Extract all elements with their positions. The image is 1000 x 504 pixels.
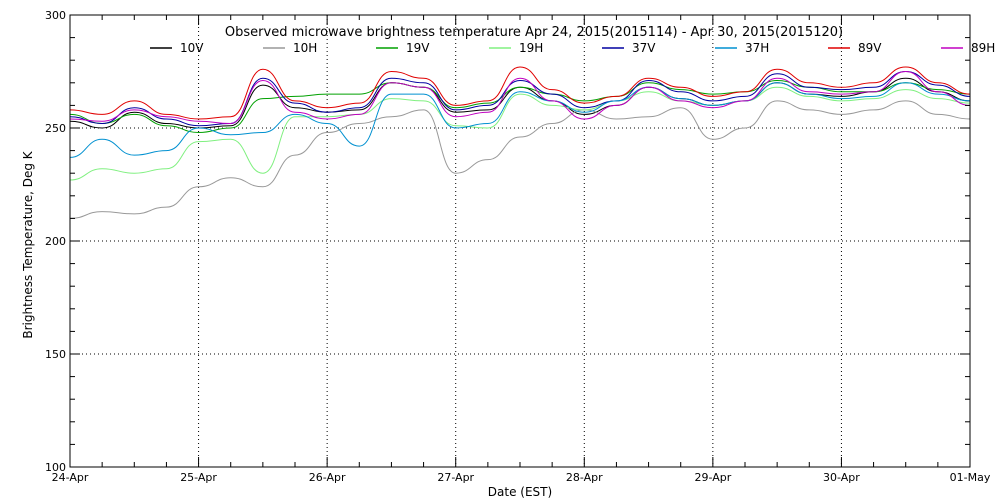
y-tick-label: 300 bbox=[45, 9, 66, 22]
legend-label-89h: 89H bbox=[971, 41, 995, 55]
legend-label-10v: 10V bbox=[180, 41, 204, 55]
y-tick-label: 100 bbox=[45, 461, 66, 474]
x-tick-label: 30-Apr bbox=[823, 471, 860, 484]
x-tick-label: 29-Apr bbox=[694, 471, 731, 484]
series-line-37h bbox=[69, 82, 971, 158]
x-tick-label: 26-Apr bbox=[309, 471, 346, 484]
series-line-10v bbox=[69, 77, 971, 129]
legend-label-89v: 89V bbox=[858, 41, 882, 55]
series-line-19h bbox=[69, 86, 971, 181]
y-tick-label: 200 bbox=[45, 235, 66, 248]
series-line-89h bbox=[69, 70, 971, 125]
series-layer bbox=[69, 66, 971, 219]
legend-label-10h: 10H bbox=[293, 41, 317, 55]
series-line-37v bbox=[69, 70, 971, 127]
x-axis-label: Date (EST) bbox=[488, 485, 552, 499]
y-axis-label: Brightness Temperature, Deg K bbox=[21, 150, 35, 338]
legend-label-37v: 37V bbox=[632, 41, 656, 55]
grid-layer bbox=[70, 15, 970, 467]
legend: 10V 10H 19V 19H 37V 37H 89V 89H bbox=[150, 41, 995, 55]
series-line-10h bbox=[69, 100, 971, 219]
series-line-89v bbox=[69, 66, 971, 120]
x-tick-label: 28-Apr bbox=[566, 471, 603, 484]
x-tick-label: 25-Apr bbox=[180, 471, 217, 484]
legend-label-19h: 19H bbox=[519, 41, 543, 55]
legend-label-19v: 19V bbox=[406, 41, 430, 55]
legend-label-37h: 37H bbox=[745, 41, 769, 55]
x-tick-label: 24-Apr bbox=[52, 471, 89, 484]
tick-layer: 100 150 200 250 300 24-Apr 25-Apr 26-Apr 27-Apr 2… bbox=[45, 9, 991, 484]
x-tick-label: 01-May bbox=[950, 471, 991, 484]
chart-title: Observed microwave brightness temperatur… bbox=[225, 25, 843, 40]
y-tick-label: 250 bbox=[45, 122, 66, 135]
series-line-19v bbox=[69, 79, 971, 134]
y-tick-label: 150 bbox=[45, 348, 66, 361]
x-tick-label: 27-Apr bbox=[437, 471, 474, 484]
